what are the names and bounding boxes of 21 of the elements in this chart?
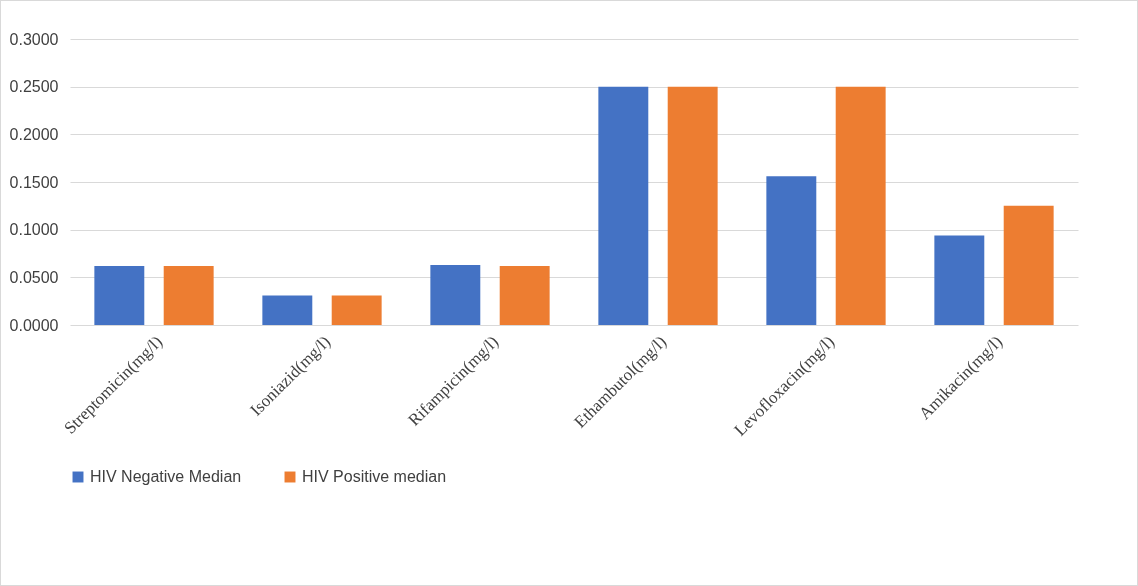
bar bbox=[94, 265, 145, 325]
y-tick-label: 0.0000 bbox=[9, 316, 59, 334]
bar bbox=[766, 176, 817, 325]
bar bbox=[331, 295, 382, 325]
bar bbox=[934, 235, 985, 325]
bar bbox=[598, 86, 649, 325]
legend-label: HIV Positive median bbox=[302, 468, 447, 485]
y-tick-label: 0.1000 bbox=[9, 221, 59, 239]
y-tick-label: 0.1500 bbox=[9, 173, 59, 191]
bar bbox=[430, 264, 481, 325]
bar bbox=[163, 265, 214, 325]
bar bbox=[667, 86, 718, 325]
legend-label: HIV Negative Median bbox=[90, 468, 242, 485]
bar bbox=[499, 265, 550, 325]
y-tick-label: 0.2000 bbox=[9, 125, 59, 143]
y-tick-label: 0.3000 bbox=[9, 30, 59, 48]
y-tick-label: 0.2500 bbox=[9, 78, 59, 96]
bar bbox=[1003, 205, 1054, 325]
bar bbox=[835, 86, 886, 325]
bar bbox=[262, 295, 313, 325]
y-tick-label: 0.0500 bbox=[9, 268, 59, 286]
